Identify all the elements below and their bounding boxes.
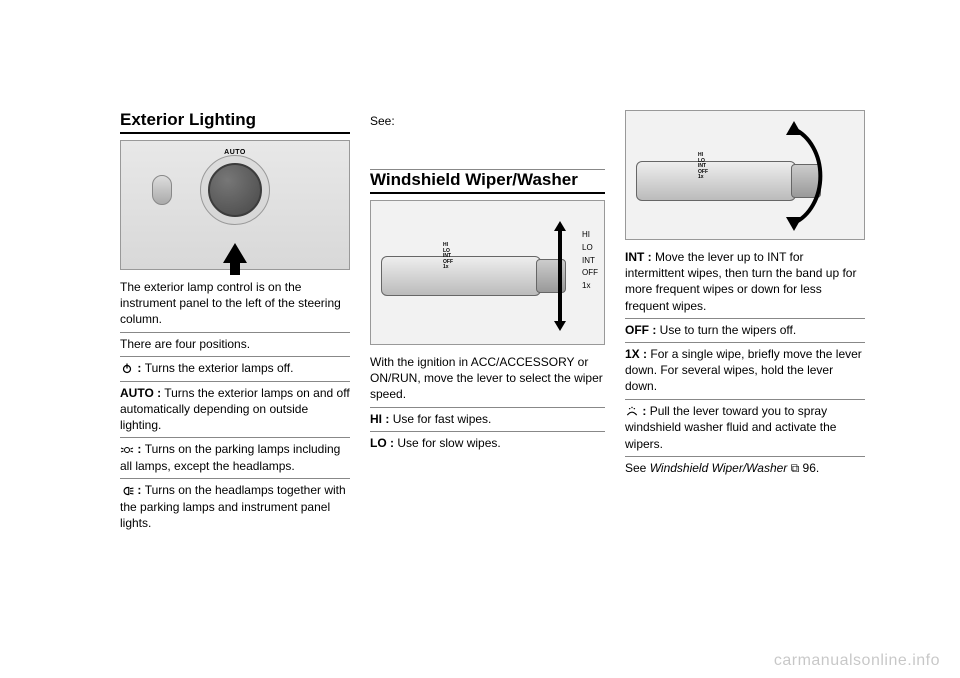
headlamp-icon — [120, 483, 134, 499]
ref-prefix: See — [625, 461, 650, 475]
stalk-mini-labels: HI LO INT OFF 1x — [698, 153, 708, 181]
up-down-arrow-icon — [550, 221, 566, 331]
parking-text: Turns on the parking lamps including all… — [120, 442, 340, 473]
onex-text: For a single wipe, briefly move the leve… — [625, 347, 862, 393]
pointer-arrow-icon — [223, 243, 247, 263]
speed-labels: HI LO INT OFF 1x — [582, 229, 598, 293]
auto-lead: AUTO : — [120, 386, 161, 400]
onex-lead: 1X : — [625, 347, 647, 361]
book-icon: ⧉ — [787, 461, 799, 475]
ref-page: 96 — [799, 461, 816, 475]
label-off: OFF — [582, 267, 598, 280]
entry-lo: LO : Use for slow wipes. — [370, 432, 605, 455]
heading-wiper-washer: Windshield Wiper/Washer — [370, 170, 605, 194]
entry-parking: : Turns on the parking lamps including a… — [120, 438, 350, 479]
intro-text: The exterior lamp control is on the inst… — [120, 276, 350, 333]
wiper-intro: With the ignition in ACC/ACCESSORY or ON… — [370, 351, 605, 408]
column-3: HI LO INT OFF 1x INT : Move the lever up… — [625, 110, 865, 615]
watermark-text: carmanualsonline.info — [774, 652, 940, 670]
entry-off: OFF : Use to turn the wipers off. — [625, 319, 865, 343]
column-2: See: Windshield Wiper/Washer HI LO INT O… — [370, 110, 605, 615]
positions-intro: There are four positions. — [120, 333, 350, 357]
label-int: INT — [582, 255, 598, 268]
parking-lamp-icon — [120, 442, 134, 458]
see-line: See: — [370, 110, 605, 170]
washer-text: Pull the lever toward you to spray winds… — [625, 404, 836, 451]
colon: : — [137, 483, 144, 497]
figure-wiper-lever-1: HI LO INT OFF 1x HI LO INT OFF 1x — [370, 200, 605, 345]
label-lo: LO — [582, 242, 598, 255]
rotate-arrow-icon — [759, 121, 829, 231]
lo-text: Use for slow wipes. — [397, 436, 500, 450]
dial-auto-label: AUTO — [224, 149, 246, 156]
entry-hi: HI : Use for fast wipes. — [370, 408, 605, 432]
entry-auto: AUTO : Turns the exterior lamps on and o… — [120, 382, 350, 439]
off-text: Use to turn the wipers off. — [660, 323, 797, 337]
ref-suffix: . — [816, 461, 819, 475]
lamp-dial-icon — [208, 163, 262, 217]
lo-lead: LO : — [370, 436, 394, 450]
entry-washer: : Pull the lever toward you to spray win… — [625, 400, 865, 457]
off-text: Turns the exterior lamps off. — [145, 361, 294, 375]
figure-wiper-lever-2: HI LO INT OFF 1x — [625, 110, 865, 240]
label-hi: HI — [582, 229, 598, 242]
heading-exterior-lighting: Exterior Lighting — [120, 110, 350, 134]
hi-lead: HI : — [370, 412, 389, 426]
colon: : — [642, 404, 649, 418]
entry-headlamp: : Turns on the headlamps together with t… — [120, 479, 350, 535]
ref-title: Windshield Wiper/Washer — [650, 461, 788, 475]
entry-1x: 1X : For a single wipe, briefly move the… — [625, 343, 865, 400]
dimmer-knob-icon — [152, 175, 172, 205]
column-1: Exterior Lighting AUTO The exterior lamp… — [120, 110, 350, 615]
int-lead: INT : — [625, 250, 652, 264]
entry-off: : Turns the exterior lamps off. — [120, 357, 350, 382]
off-lead: OFF : — [625, 323, 656, 337]
hi-text: Use for fast wipes. — [393, 412, 492, 426]
label-1x: 1x — [582, 280, 598, 293]
stalk-mini-labels: HI LO INT OFF 1x — [443, 243, 453, 271]
headlamp-text: Turns on the headlamps together with the… — [120, 483, 346, 530]
int-text: Move the lever up to INT for intermitten… — [625, 250, 856, 313]
wiper-stalk-icon — [381, 256, 541, 296]
figure-lamp-control: AUTO — [120, 140, 350, 270]
manual-page: Exterior Lighting AUTO The exterior lamp… — [120, 110, 870, 615]
entry-int: INT : Move the lever up to INT for inter… — [625, 246, 865, 319]
colon: : — [137, 361, 144, 375]
washer-spray-icon — [625, 403, 639, 419]
power-off-icon — [120, 360, 134, 376]
colon: : — [137, 442, 144, 456]
see-reference: See Windshield Wiper/Washer ⧉ 96. — [625, 457, 865, 480]
